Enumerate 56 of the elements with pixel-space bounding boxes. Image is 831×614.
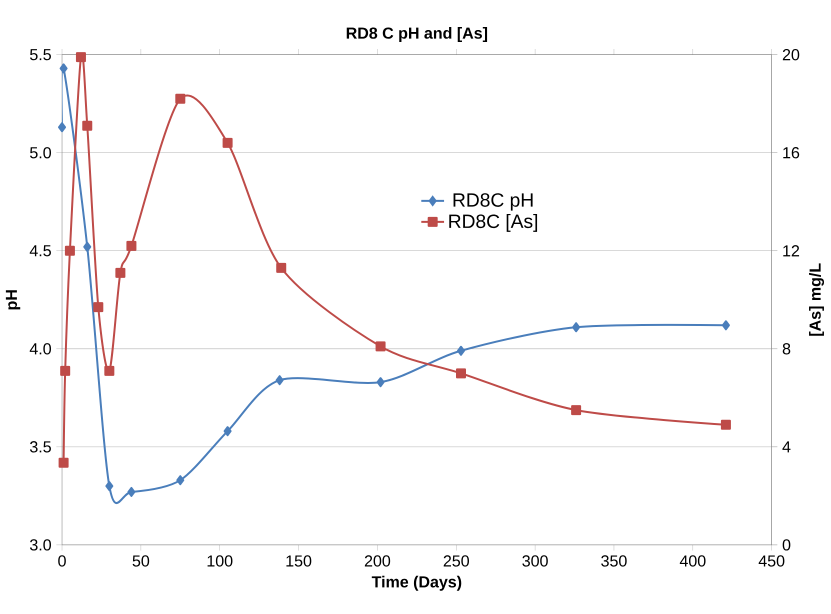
y2-tick-label: 20 — [782, 49, 800, 61]
y-axis-title: pH — [6, 290, 20, 310]
y2-axis-title: [As] mg/L — [809, 264, 824, 336]
x-tick-label: 0 — [58, 556, 66, 567]
x-tick-label: 200 — [364, 556, 390, 567]
point — [571, 405, 582, 416]
point — [104, 366, 114, 376]
legend-label: RD8C pH — [454, 193, 533, 211]
point — [83, 242, 92, 252]
point — [115, 268, 126, 278]
point — [93, 302, 104, 312]
x-tick-label: 400 — [680, 556, 706, 567]
point — [60, 64, 68, 74]
y2-tick-label: 8 — [782, 343, 790, 355]
point — [276, 375, 284, 386]
point — [60, 366, 70, 376]
point — [64, 246, 75, 256]
point — [222, 138, 233, 148]
point — [376, 342, 386, 352]
y2-tick-label: 16 — [783, 147, 800, 159]
chart-title: RD8 C pH and [As] — [346, 27, 488, 42]
point — [58, 458, 69, 468]
legend-label: RD8C [As] — [449, 214, 538, 232]
point — [176, 475, 184, 486]
x-tick-label: 450 — [758, 556, 784, 567]
point — [224, 426, 232, 436]
point — [82, 120, 92, 131]
y-tick-label: 4.0 — [30, 343, 52, 355]
x-axis-title: Time (Days) — [372, 576, 462, 591]
point — [126, 241, 136, 252]
y2-tick-label: 4 — [782, 442, 790, 453]
point — [720, 420, 731, 430]
point — [127, 487, 136, 498]
y-tick-label: 5.5 — [30, 49, 51, 60]
x-tick-label: 100 — [208, 556, 232, 567]
point — [722, 320, 730, 330]
x-tick-label: 350 — [601, 556, 627, 567]
x-tick-label: 50 — [132, 556, 150, 567]
point — [376, 377, 385, 388]
y-tick-label: 3.0 — [30, 539, 52, 551]
point — [76, 52, 86, 62]
point — [572, 322, 580, 332]
x-tick-label: 250 — [444, 556, 469, 567]
point — [456, 368, 466, 379]
x-tick-label: 300 — [522, 556, 548, 567]
point — [175, 94, 186, 104]
point — [456, 346, 465, 356]
y-tick-label: 4.5 — [30, 245, 51, 257]
y2-tick-label: 12 — [783, 245, 800, 257]
y-tick-label: 3.5 — [30, 441, 51, 453]
y2-tick-label: 0 — [782, 539, 790, 551]
point — [58, 122, 66, 132]
point — [105, 481, 114, 492]
point — [276, 263, 286, 274]
x-tick-label: 150 — [286, 556, 312, 567]
y-tick-label: 5.0 — [30, 147, 52, 159]
